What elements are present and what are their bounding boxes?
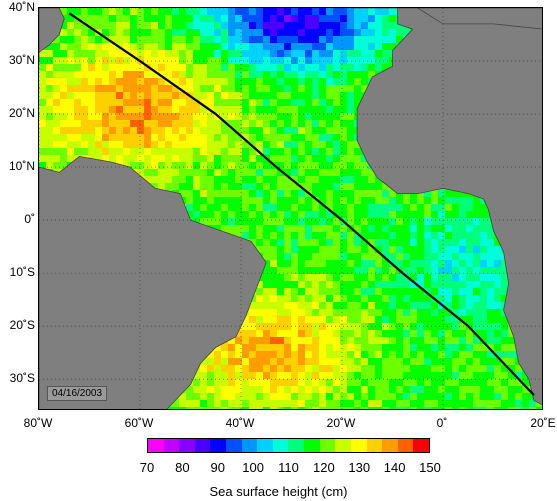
- colorbar-cell: [148, 439, 164, 452]
- latitude-label: 10˚N: [8, 159, 35, 174]
- south-america-land: [39, 156, 267, 409]
- ssh-map-canvas: [39, 8, 542, 409]
- longitude-label: 20˚E: [530, 416, 556, 430]
- colorbar-tick-label: 80: [175, 460, 190, 475]
- colorbar-cell: [257, 439, 273, 452]
- colorbar-tick-label: 70: [139, 460, 155, 475]
- europe-land: [416, 8, 542, 30]
- longitude-label: 40˚W: [225, 416, 255, 430]
- latitude-label: 10˚S: [9, 265, 35, 280]
- colorbar-cell: [366, 439, 383, 452]
- colorbar-cell: [382, 439, 398, 452]
- colorbar-cell: [413, 439, 429, 452]
- colorbar-cell: [226, 439, 242, 452]
- colorbar-label: Sea surface height (cm): [209, 484, 348, 499]
- longitude-label: 80˚W: [23, 416, 53, 430]
- colorbar-cell: [288, 439, 305, 452]
- colorbar-tick-label: 110: [278, 460, 299, 475]
- colorbar-tick-label: 130: [348, 460, 371, 475]
- colorbar-tick-label: 140: [383, 460, 406, 475]
- ssh-map: 04/16/2003: [38, 7, 543, 410]
- colorbar-tick-label: 120: [313, 460, 335, 475]
- latitude-label: 0˚: [24, 212, 35, 227]
- colorbar-cell: [163, 439, 180, 452]
- latitude-label: 30˚N: [8, 53, 35, 68]
- colorbar-cell: [241, 439, 258, 452]
- latitude-label: 20˚S: [9, 318, 35, 333]
- colorbar-tick-label: 90: [210, 460, 225, 475]
- colorbar-cell: [272, 439, 289, 452]
- colorbar-cell: [335, 439, 351, 452]
- colorbar-cell: [319, 439, 336, 452]
- colorbar: [147, 438, 430, 453]
- colorbar-cell: [350, 439, 367, 452]
- colorbar-cell: [304, 439, 320, 452]
- colorbar-tick-label: 100: [242, 460, 264, 475]
- longitude-label: 60˚W: [124, 416, 154, 430]
- colorbar-cell: [179, 439, 195, 452]
- colorbar-cell: [210, 439, 227, 452]
- latitude-label: 30˚S: [9, 371, 35, 386]
- latitude-label: 20˚N: [8, 106, 35, 121]
- north-america-land: [39, 8, 65, 89]
- colorbar-tick-label: 150: [419, 460, 441, 475]
- longitude-label: 20˚W: [326, 416, 356, 430]
- track-line: [68, 12, 535, 396]
- latitude-label: 40˚N: [8, 0, 35, 14]
- colorbar-cell: [397, 439, 414, 452]
- date-stamp: 04/16/2003: [47, 386, 108, 401]
- longitude-label: 0˚: [436, 416, 448, 430]
- colorbar-cell: [194, 439, 211, 452]
- africa-land: [352, 8, 542, 406]
